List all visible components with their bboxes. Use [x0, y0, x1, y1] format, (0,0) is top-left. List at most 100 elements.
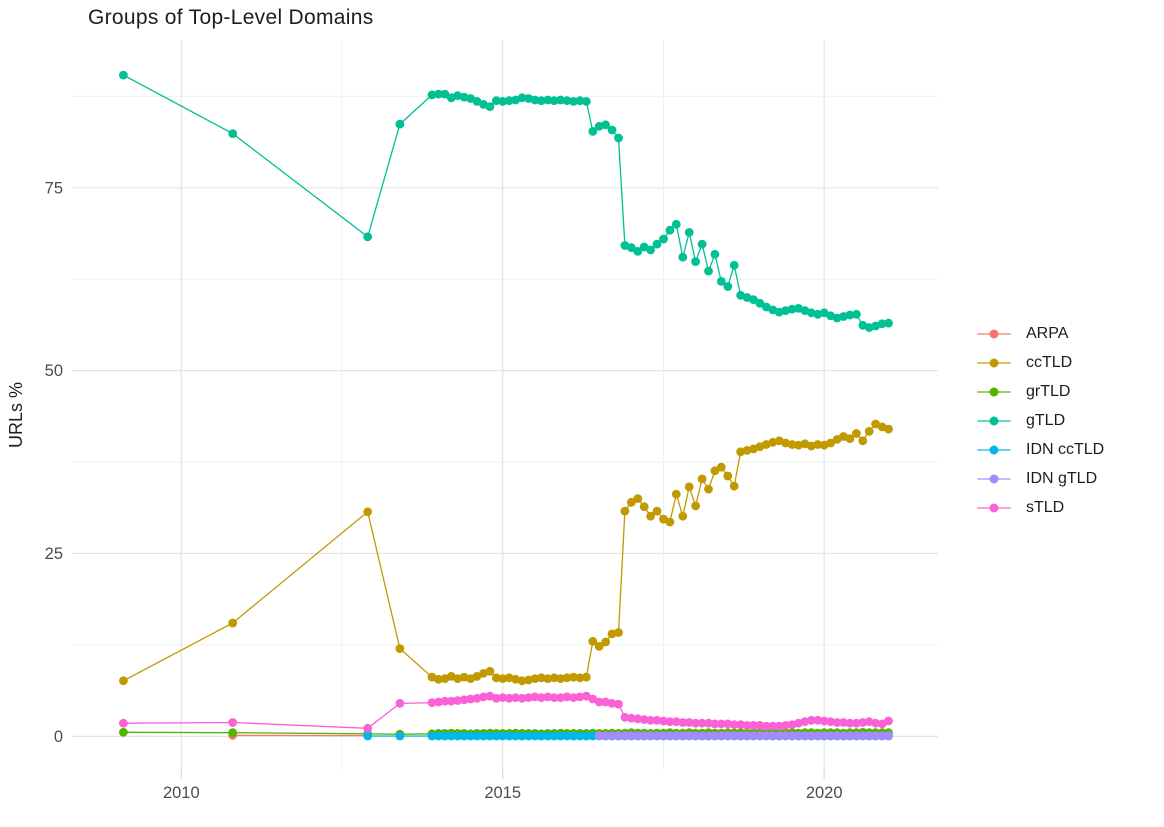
data-point: [716, 719, 726, 729]
data-point: [466, 731, 475, 741]
legend-label: sTLD: [1026, 498, 1065, 516]
data-point: [536, 673, 546, 683]
data-point: [852, 731, 861, 740]
data-point: [427, 90, 437, 100]
legend-label: gTLD: [1026, 411, 1066, 429]
data-point: [800, 731, 810, 740]
data-point: [871, 731, 880, 740]
legend-entry-arpa: ARPA: [977, 319, 1104, 348]
data-point: [697, 718, 707, 728]
data-point: [614, 731, 623, 740]
data-point: [697, 731, 707, 740]
series-idn-gtld: [594, 731, 893, 740]
data-point: [710, 731, 720, 740]
data-point: [639, 715, 649, 724]
data-point: [832, 718, 842, 727]
data-point: [228, 129, 238, 139]
data-point: [446, 696, 456, 706]
data-point: [472, 731, 482, 741]
data-point: [749, 295, 758, 305]
y-tick-label: 0: [54, 728, 63, 746]
data-point: [524, 693, 533, 702]
data-point: [569, 731, 578, 741]
data-point: [858, 731, 868, 740]
data-point: [569, 97, 578, 106]
data-point: [363, 723, 373, 733]
data-point: [845, 718, 855, 728]
data-point: [601, 637, 610, 647]
data-point: [852, 309, 861, 319]
data-point: [716, 277, 726, 286]
data-point: [427, 731, 437, 741]
data-point: [736, 731, 745, 740]
data-point: [504, 731, 514, 741]
data-point: [729, 720, 739, 729]
data-point: [530, 731, 540, 741]
series-line: [123, 74, 889, 329]
data-point: [517, 731, 527, 741]
data-point: [749, 731, 758, 740]
data-point: [781, 721, 790, 730]
data-point: [601, 120, 610, 130]
legend-label: ARPA: [1026, 324, 1069, 342]
data-point: [434, 731, 443, 741]
legend: ARPA ccTLD grTLD gTLD IDN ccTLD IDN gTLD…: [977, 319, 1104, 522]
data-point: [684, 228, 694, 237]
data-point: [723, 719, 733, 729]
data-point: [704, 266, 713, 276]
data-point: [427, 698, 437, 708]
data-point: [884, 318, 893, 328]
data-point: [768, 731, 778, 740]
data-point: [787, 731, 797, 740]
data-point: [440, 89, 450, 99]
data-point: [517, 676, 527, 686]
data-point: [652, 239, 662, 249]
data-point: [543, 95, 553, 105]
data-point: [864, 426, 874, 436]
data-point: [678, 718, 688, 727]
data-point: [755, 721, 765, 730]
data-point: [498, 731, 508, 741]
data-point: [665, 731, 675, 740]
data-point: [434, 674, 443, 684]
data-point: [813, 715, 823, 725]
y-axis-title: URLs %: [6, 382, 26, 449]
legend-label: ccTLD: [1026, 353, 1073, 371]
data-point: [652, 715, 662, 725]
data-point: [453, 696, 463, 705]
legend-key-dot: [989, 329, 999, 338]
data-point: [626, 497, 636, 507]
data-point: [723, 731, 733, 740]
data-point: [119, 727, 128, 737]
data-point: [684, 731, 694, 740]
data-point: [536, 731, 546, 741]
data-point: [601, 731, 610, 740]
legend-key-icon: [977, 412, 1011, 430]
data-point: [671, 717, 681, 727]
data-point: [459, 731, 469, 741]
data-point: [556, 693, 565, 702]
data-point: [575, 692, 585, 702]
data-point: [504, 96, 514, 106]
data-point: [806, 731, 816, 740]
legend-key-icon: [977, 499, 1011, 517]
data-point: [710, 719, 720, 729]
data-point: [491, 731, 501, 741]
legend-key-dot: [989, 387, 999, 396]
data-point: [639, 502, 649, 512]
data-point: [549, 693, 559, 702]
data-point: [536, 693, 546, 702]
data-point: [363, 507, 373, 517]
data-point: [536, 96, 546, 106]
legend-entry-stld: sTLD: [977, 493, 1104, 522]
data-point: [665, 517, 675, 527]
data-point: [633, 731, 643, 740]
data-point: [761, 731, 771, 740]
data-point: [363, 731, 373, 741]
data-point: [774, 721, 784, 731]
data-point: [659, 234, 668, 244]
data-point: [646, 511, 655, 521]
data-point: [697, 239, 707, 249]
data-point: [633, 714, 643, 724]
data-point: [485, 731, 495, 741]
